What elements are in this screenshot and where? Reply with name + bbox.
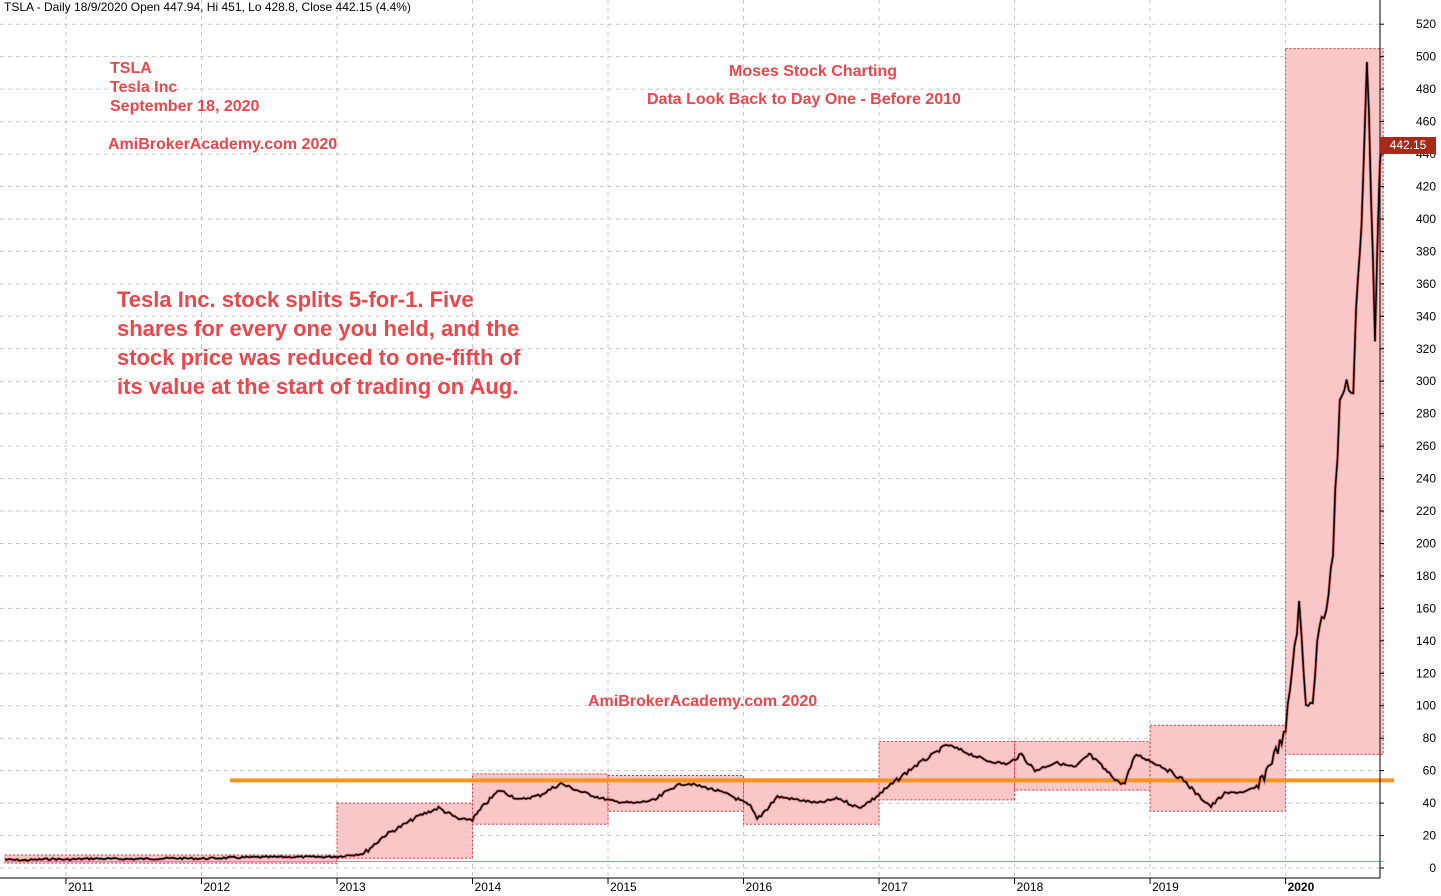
range-boxes — [4, 48, 1384, 864]
chart-grid — [0, 0, 1380, 878]
range-box — [336, 802, 474, 859]
x-tick-label: 2017 — [881, 880, 908, 894]
last-price-tag: 442.15 — [1380, 137, 1436, 154]
x-tick-label: 2016 — [746, 880, 773, 894]
annotation-site-top: AmiBrokerAcademy.com 2020 — [108, 136, 338, 153]
chart-header: TSLA - Daily 18/9/2020 Open 447.94, Hi 4… — [4, 0, 411, 14]
annotation-date: September 18, 2020 — [110, 98, 260, 115]
y-tick-label: 100 — [1416, 699, 1436, 713]
annotation-lookback: Data Look Back to Day One - Before 2010 — [647, 91, 961, 108]
x-tick-label: 2018 — [1017, 880, 1044, 894]
y-tick-label: 20 — [1423, 829, 1437, 843]
annotation-split-note: Tesla Inc. stock splits 5-for-1. Five sh… — [117, 287, 521, 399]
x-tick-label: 2012 — [203, 880, 230, 894]
annotation-site-mid: AmiBrokerAcademy.com 2020 — [588, 693, 818, 710]
annotation-moses: Moses Stock Charting — [729, 63, 898, 80]
y-tick-label: 140 — [1416, 634, 1436, 648]
y-tick-label: 300 — [1416, 374, 1436, 388]
range-box — [878, 740, 1016, 801]
y-tick-label: 360 — [1416, 277, 1436, 291]
x-tick-label: 2015 — [610, 880, 637, 894]
horizontal-lines — [5, 778, 1394, 863]
y-tick-label: 260 — [1416, 439, 1436, 453]
y-tick-label: 240 — [1416, 472, 1436, 486]
x-tick-label: 2014 — [475, 880, 502, 894]
y-tick-label: 460 — [1416, 115, 1436, 129]
y-tick-label: 60 — [1423, 764, 1437, 778]
y-tick-label: 340 — [1416, 309, 1436, 323]
x-tick-label: 2019 — [1152, 880, 1179, 894]
y-tick-label: 220 — [1416, 504, 1436, 518]
y-tick-label: 120 — [1416, 666, 1436, 680]
y-tick-label: 280 — [1416, 407, 1436, 421]
x-axis-ticks: 2011 2012 2013 2014 2015 2016 2017 2018 2019 2020 — [65, 878, 1315, 894]
y-tick-label: 0 — [1429, 861, 1436, 875]
price-series — [4, 61, 1384, 863]
price-series-line — [4, 61, 1384, 862]
y-tick-label: 320 — [1416, 342, 1436, 356]
x-tick-label: 2011 — [68, 880, 94, 894]
y-tick-label: 380 — [1416, 244, 1436, 258]
y-tick-label: 80 — [1423, 731, 1437, 745]
x-tick-label: 2013 — [339, 880, 366, 894]
annotation-ticker: TSLA — [110, 60, 152, 77]
y-tick-label: 520 — [1416, 17, 1436, 31]
y-tick-label: 420 — [1416, 179, 1436, 193]
annotation-company: Tesla Inc — [110, 79, 178, 96]
y-tick-label: 500 — [1416, 50, 1436, 64]
y-tick-label: 180 — [1416, 569, 1436, 583]
x-tick-label: 2020 — [1288, 880, 1315, 894]
y-tick-label: 400 — [1416, 212, 1436, 226]
y-tick-label: 40 — [1423, 796, 1437, 810]
y-tick-label: 480 — [1416, 82, 1436, 96]
y-axis-ticks: 0 20 40 60 80 100 120 140 160 180 200 220 240 260 280 3… — [1380, 17, 1436, 875]
y-tick-label: 200 — [1416, 536, 1436, 550]
y-tick-label: 160 — [1416, 601, 1436, 615]
